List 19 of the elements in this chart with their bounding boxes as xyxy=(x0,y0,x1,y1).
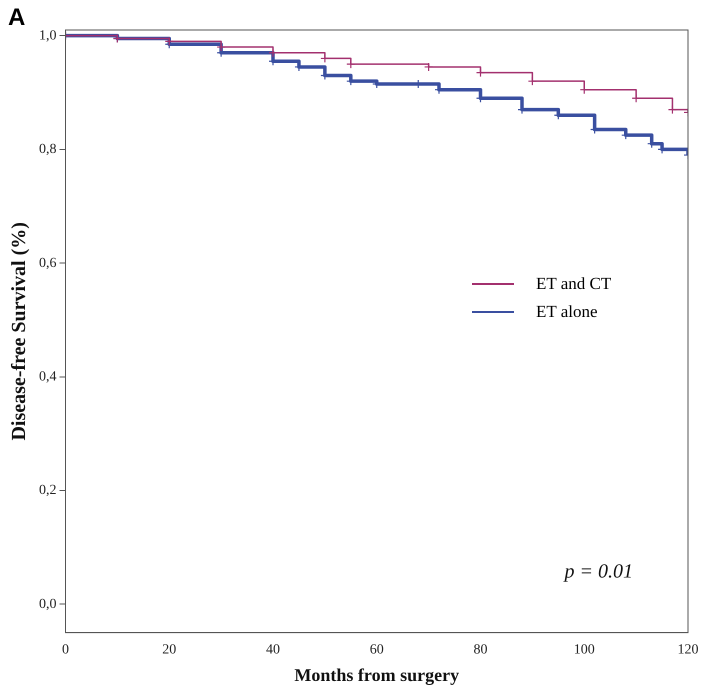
annotation: p = 0.01 xyxy=(562,560,633,583)
y-tick-label: 0,2 xyxy=(39,483,56,498)
x-tick-label: 60 xyxy=(370,642,384,658)
y-tick-label: 0,0 xyxy=(39,596,56,612)
x-tick-label: 40 xyxy=(266,642,280,658)
y-tick-label: 0,6 xyxy=(39,256,56,271)
y-tick-label: 0,4 xyxy=(39,369,56,384)
chart-title: A xyxy=(8,4,26,32)
y-tick-label: 0,8 xyxy=(39,142,56,158)
x-tick-label: 100 xyxy=(574,642,595,658)
legend-label: ET and CT xyxy=(536,274,612,294)
x-tick-label: 80 xyxy=(474,642,488,658)
x-axis-title: Months from surgery xyxy=(294,664,460,685)
x-tick-label: 20 xyxy=(162,642,176,658)
y-tick-label: 1,0 xyxy=(39,28,56,44)
x-tick-label: 0 xyxy=(62,642,69,658)
y-axis-title: Disease-free Survival (%) xyxy=(8,222,30,441)
legend-label: ET alone xyxy=(536,302,598,322)
x-tick-label: 120 xyxy=(678,642,698,658)
